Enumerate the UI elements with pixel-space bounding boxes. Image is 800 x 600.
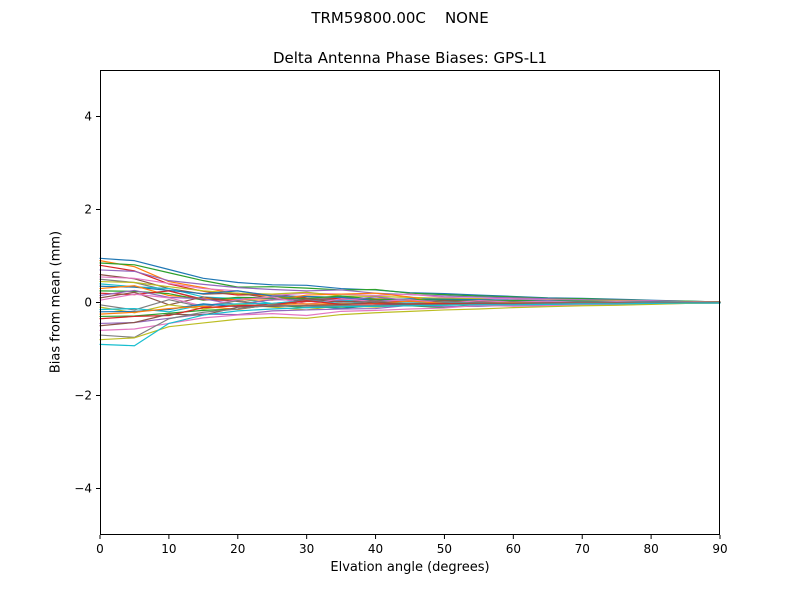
axes-title: Delta Antenna Phase Biases: GPS-L1 [272,49,548,67]
y-tick-label: 2 [84,203,92,217]
y-axis-label: Bias from mean (mm) [48,230,64,374]
series-line [99,302,721,341]
x-axis-label: Elvation angle (degrees) [330,560,490,575]
x-tick-label: 90 [712,542,727,556]
x-tick-label: 10 [161,542,176,556]
x-tick-label: 0 [96,542,104,556]
y-tick-label: −2 [74,389,92,403]
axes-frame [100,70,720,535]
series-line [99,257,721,303]
y-tick-label: −4 [74,482,92,496]
series-line [99,302,721,347]
x-tick-label: 70 [575,542,590,556]
x-tick-label: 40 [368,542,383,556]
y-tick-label: 4 [84,110,92,124]
x-tick-label: 20 [230,542,245,556]
y-tick-label: 0 [84,296,92,310]
x-tick-label: 80 [643,542,658,556]
x-tick-label: 50 [437,542,452,556]
series-line [99,260,721,303]
x-tick-label: 30 [299,542,314,556]
figure-title: TRM59800.00C NONE [311,9,489,27]
x-tick-label: 60 [506,542,521,556]
